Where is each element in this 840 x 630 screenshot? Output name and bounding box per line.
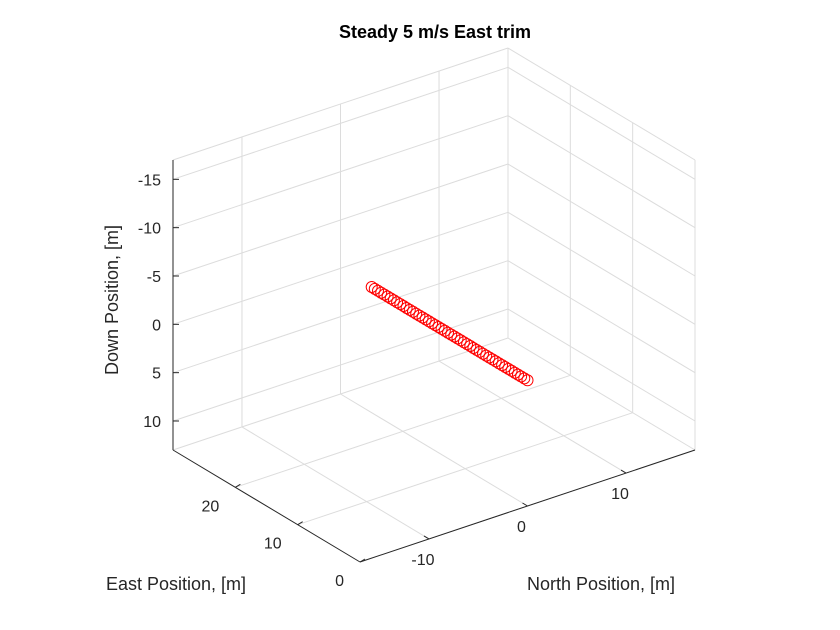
z-tick-label: 10 [143,414,161,431]
z-grid-back [172,211,509,325]
y-grid-floor [235,374,571,488]
z-axis-label: Down Position, [m] [102,225,122,375]
data-point [454,334,467,347]
data-point [378,288,391,301]
grid-lines [172,47,696,563]
y-grid-floor [297,412,633,526]
data-point [477,347,489,360]
data-point [368,282,381,295]
z-tick-label: -10 [138,221,161,238]
z-tick-label: 0 [152,317,161,334]
z-grid-back [172,66,509,180]
data-point [515,370,528,383]
y-tick-label: 10 [264,536,282,553]
x-grid-floor [340,393,528,507]
data-point [480,349,493,362]
z-tick-label: -5 [147,269,161,286]
data-point [451,332,464,345]
floor-edge [507,337,696,451]
data-point [518,372,531,385]
z-grid-right [507,163,696,277]
data-point [413,309,426,322]
data-point [365,281,378,293]
data-point [457,336,470,349]
z-grid-back [172,163,509,277]
data-point [464,340,477,352]
data-point [502,362,515,375]
x-grid-floor [438,360,627,474]
y-tick-mark [359,558,366,563]
z-grid-right [507,66,696,180]
y-tick-label: 20 [202,498,220,515]
axis-lines [172,160,696,563]
data-point [445,328,458,341]
data-point [416,311,429,324]
y-axis-label: East Position, [m] [106,574,246,594]
z-grid-right [507,308,696,422]
data-point [483,351,496,364]
z-grid-right [507,211,696,325]
chart-title: Steady 5 m/s East trim [339,22,531,42]
x-axis-label: North Position, [m] [527,574,675,594]
data-point [387,294,400,307]
data-point [438,324,451,337]
data-point [410,307,423,320]
data-point [391,296,404,309]
data-point [432,321,445,333]
data-point [448,330,461,343]
data-point [473,345,486,358]
data-point [499,361,512,373]
top-edge [507,47,696,161]
data-point [461,338,474,351]
z-grid-back [172,260,509,374]
data-point [492,357,505,370]
x-tick-mark [620,469,627,474]
data-point [429,319,442,332]
x-tick-mark [522,502,528,507]
data-point [403,303,416,316]
data-point [397,300,410,312]
data-point [407,305,419,318]
data-point [486,353,499,366]
data-point [512,368,524,381]
x-tick-label: 10 [611,486,629,503]
z-grid-right [507,115,696,229]
data-point [521,374,534,387]
z-tick-label: -15 [138,172,161,189]
data-point [372,284,384,297]
data-point [435,322,448,335]
y-tick-label: 0 [335,573,344,590]
y-tick-mark [235,483,241,488]
data-point [467,342,480,354]
data-point [496,359,509,372]
x-tick-label: 0 [517,519,526,536]
data-point [384,292,397,305]
z-grid-back [172,115,509,229]
data-point [470,343,483,356]
z-grid-right [507,260,696,374]
data-point [381,290,394,303]
y-axis-line [172,449,361,563]
data-point [422,315,435,328]
data-point [400,302,413,314]
z-grid-back [172,308,509,422]
data-point [489,355,502,368]
x-tick-label: -10 [411,552,434,569]
tick-labels: -10 0 10 0 10 20 -15 -10 -5 0 5 10 [138,172,629,590]
x-tick-mark [423,535,430,540]
data-point [505,364,518,377]
data-point [442,326,454,339]
data-point [508,366,521,379]
z-tick-label: 5 [152,366,161,383]
y-tick-mark [297,521,303,526]
data-point [375,286,388,299]
data-point [419,313,432,326]
data-points [365,281,534,387]
x-grid-floor [241,426,430,540]
data-point [426,317,439,330]
data-point [394,298,407,311]
